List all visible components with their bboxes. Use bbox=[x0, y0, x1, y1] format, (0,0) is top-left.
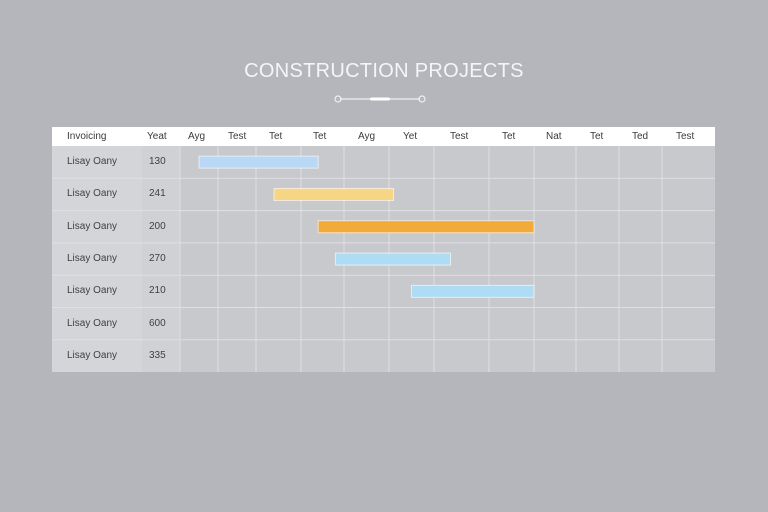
row-label: Lisay Oany bbox=[67, 285, 118, 297]
gantt-table: Invoicing Yeat Ayg Test Tet Tet Ayg Yet Test Tet N… bbox=[52, 127, 715, 372]
row-value: 600 bbox=[149, 317, 166, 329]
row-label: Lisay Oany bbox=[67, 253, 118, 265]
row-label: Lisay Oany bbox=[67, 317, 118, 329]
column-header: Ted bbox=[632, 131, 649, 142]
row-label: Lisay Oany bbox=[67, 349, 118, 361]
column-header: Ayg bbox=[188, 131, 206, 142]
column-header: Tet bbox=[502, 131, 516, 142]
row-value: 200 bbox=[149, 220, 166, 232]
ornament-divider bbox=[334, 95, 426, 103]
gantt-bar[interactable] bbox=[411, 284, 535, 298]
column-header: Tet bbox=[269, 131, 283, 142]
project-value-column bbox=[142, 146, 180, 372]
column-header: Test bbox=[450, 131, 469, 142]
gantt-bar[interactable] bbox=[198, 155, 319, 169]
column-header: Tet bbox=[590, 131, 604, 142]
row-value: 241 bbox=[149, 188, 166, 200]
gantt-header: Invoicing Yeat Ayg Test Tet Tet Ayg Yet Test Tet N… bbox=[52, 127, 715, 146]
row-label: Lisay Oany bbox=[67, 188, 118, 200]
row-value: 335 bbox=[149, 349, 166, 361]
row-value: 130 bbox=[149, 156, 166, 168]
gantt-grid bbox=[52, 146, 715, 372]
gantt-bar[interactable] bbox=[334, 252, 451, 266]
column-header: Yet bbox=[403, 131, 418, 142]
chart-title: CONSTRUCTION PROJECTS bbox=[244, 60, 524, 82]
gantt-bar[interactable] bbox=[317, 220, 535, 234]
column-header: Test bbox=[676, 131, 695, 142]
column-header: Yeat bbox=[147, 131, 167, 142]
column-header: Tet bbox=[313, 131, 327, 142]
row-value: 270 bbox=[149, 253, 166, 265]
row-label: Lisay Oany bbox=[67, 220, 118, 232]
row-value: 210 bbox=[149, 285, 166, 297]
column-header: Test bbox=[228, 131, 247, 142]
column-header: Nat bbox=[546, 131, 562, 142]
gantt-bar[interactable] bbox=[273, 187, 394, 201]
column-header: Invoicing bbox=[67, 131, 107, 142]
row-label: Lisay Oany bbox=[67, 156, 118, 168]
project-label-column bbox=[52, 146, 142, 372]
column-header: Ayg bbox=[358, 131, 376, 142]
